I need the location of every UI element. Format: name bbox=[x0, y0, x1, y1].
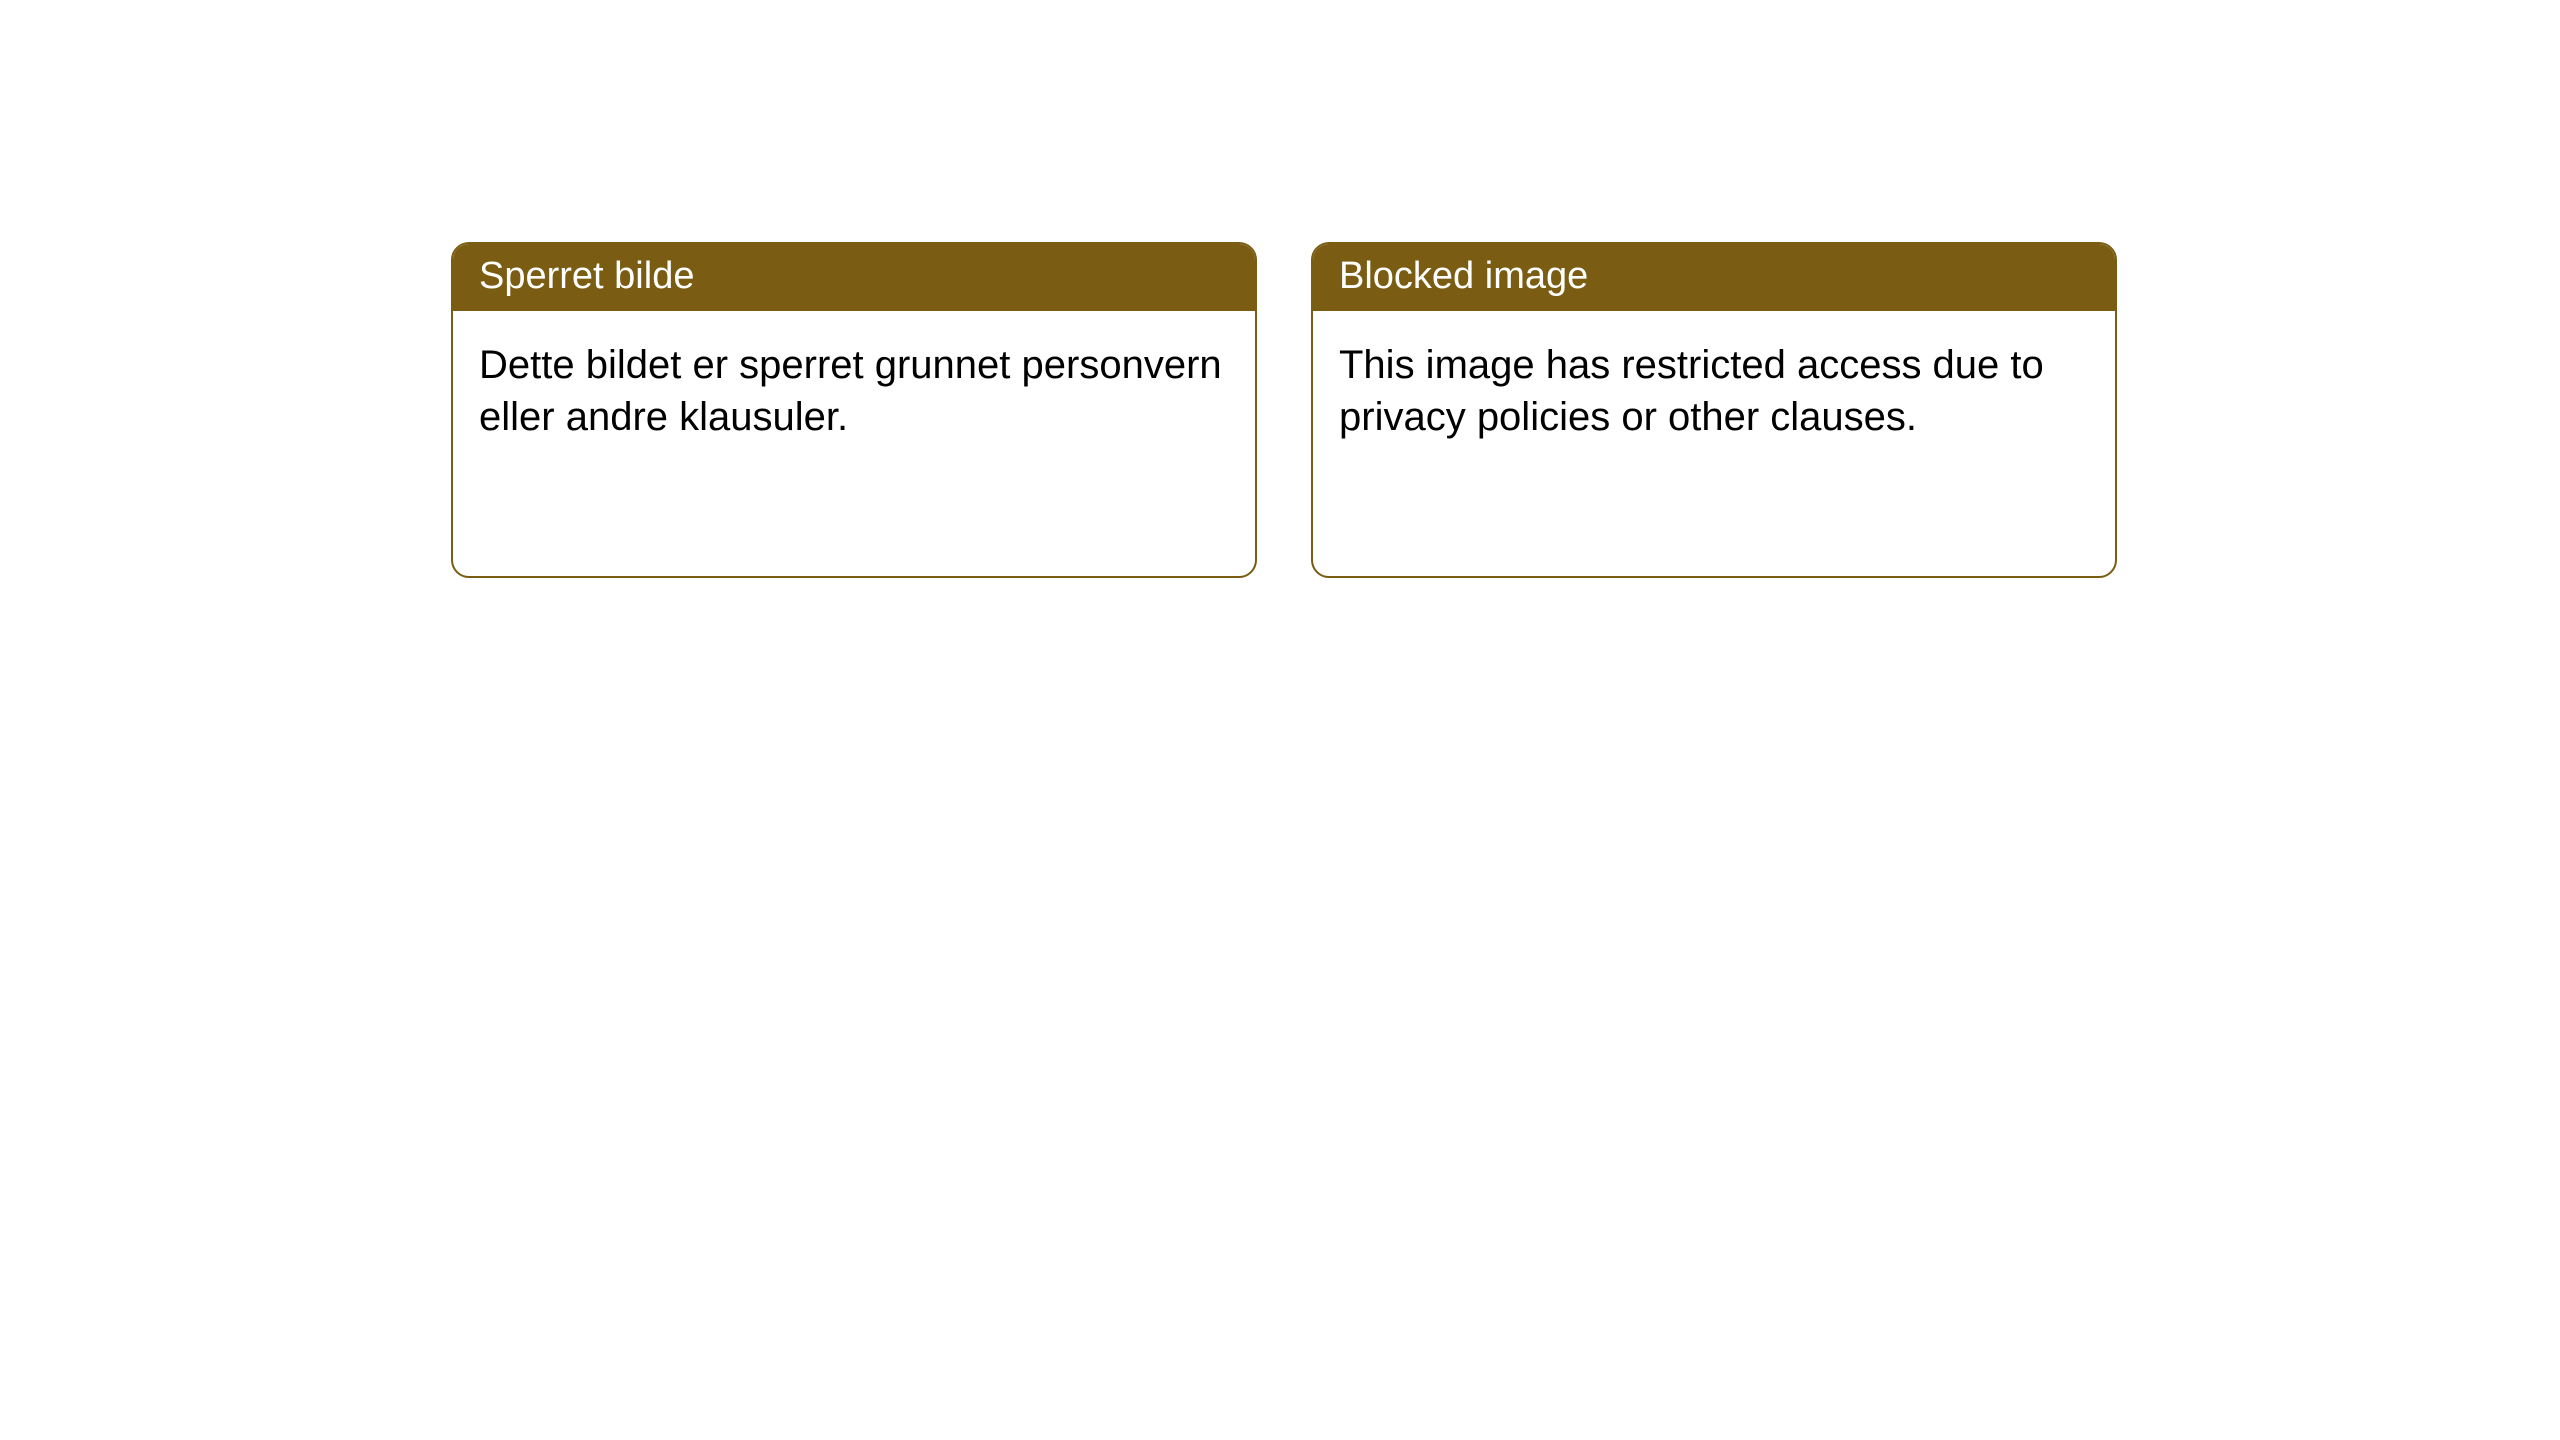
notice-header-en: Blocked image bbox=[1313, 244, 2115, 311]
notice-container: Sperret bilde Dette bildet er sperret gr… bbox=[0, 0, 2560, 578]
notice-title-no: Sperret bilde bbox=[479, 255, 694, 297]
notice-body-no: Dette bildet er sperret grunnet personve… bbox=[453, 311, 1255, 471]
notice-text-en: This image has restricted access due to … bbox=[1339, 343, 2044, 439]
notice-title-en: Blocked image bbox=[1339, 255, 1588, 297]
notice-body-en: This image has restricted access due to … bbox=[1313, 311, 2115, 471]
notice-card-en: Blocked image This image has restricted … bbox=[1311, 242, 2117, 578]
notice-header-no: Sperret bilde bbox=[453, 244, 1255, 311]
notice-text-no: Dette bildet er sperret grunnet personve… bbox=[479, 343, 1222, 439]
notice-card-no: Sperret bilde Dette bildet er sperret gr… bbox=[451, 242, 1257, 578]
